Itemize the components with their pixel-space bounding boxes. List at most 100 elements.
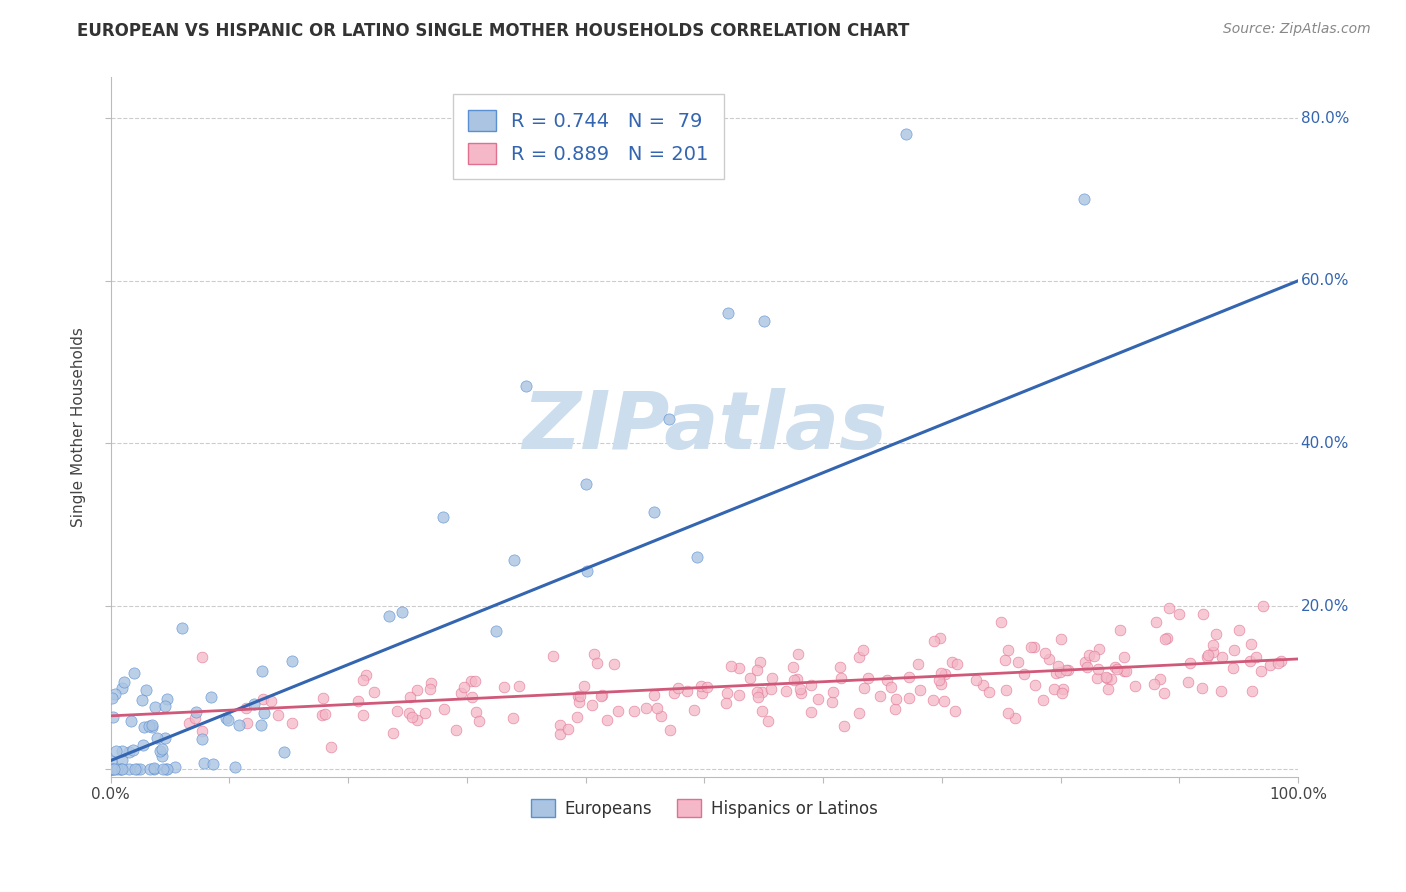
- Point: [1153, 686, 1175, 700]
- Point: [943, 705, 966, 719]
- Point: [215, 710, 238, 724]
- Point: [582, 648, 605, 662]
- Point: [800, 706, 823, 720]
- Text: 40.0%: 40.0%: [1301, 436, 1348, 451]
- Point: [1202, 638, 1225, 652]
- Point: [281, 654, 304, 668]
- Point: [728, 688, 751, 702]
- Point: [1201, 645, 1223, 659]
- Point: [235, 701, 257, 715]
- Point: [1049, 665, 1071, 679]
- Point: [1019, 640, 1042, 654]
- Point: [406, 682, 429, 697]
- Text: ZIPatlas: ZIPatlas: [522, 388, 887, 467]
- Point: [100, 754, 122, 768]
- Point: [832, 719, 855, 733]
- Point: [1083, 648, 1105, 663]
- Point: [314, 707, 336, 722]
- Point: [650, 709, 672, 723]
- Point: [1149, 672, 1171, 686]
- Point: [1267, 656, 1289, 670]
- Point: [1258, 658, 1281, 673]
- Point: [352, 707, 374, 722]
- Point: [111, 753, 134, 767]
- Point: [382, 726, 405, 740]
- Point: [352, 673, 374, 687]
- Point: [830, 671, 852, 685]
- Point: [567, 695, 589, 709]
- Point: [143, 762, 166, 776]
- Point: [1240, 637, 1263, 651]
- Point: [995, 683, 1018, 698]
- Point: [420, 676, 443, 690]
- Point: [756, 714, 779, 728]
- Point: [378, 608, 401, 623]
- Point: [391, 605, 413, 619]
- Point: [997, 642, 1019, 657]
- Point: [105, 762, 128, 776]
- Point: [139, 762, 162, 776]
- Text: Source: ZipAtlas.com: Source: ZipAtlas.com: [1223, 22, 1371, 37]
- Point: [1177, 674, 1199, 689]
- Point: [574, 477, 596, 491]
- Point: [110, 681, 132, 696]
- Point: [1239, 654, 1261, 668]
- Point: [356, 668, 378, 682]
- Point: [129, 762, 152, 776]
- Point: [682, 702, 704, 716]
- Point: [100, 762, 122, 776]
- Point: [249, 718, 271, 732]
- Point: [461, 690, 484, 704]
- Point: [910, 683, 932, 698]
- Point: [800, 678, 823, 692]
- Point: [515, 379, 537, 393]
- Point: [1007, 655, 1029, 669]
- Point: [714, 696, 737, 710]
- Point: [1074, 655, 1097, 669]
- Point: [977, 685, 1000, 699]
- Point: [852, 643, 875, 657]
- Point: [896, 128, 918, 142]
- Point: [1012, 667, 1035, 681]
- Point: [101, 710, 124, 724]
- Point: [1222, 661, 1244, 675]
- Point: [406, 713, 429, 727]
- Point: [607, 704, 630, 718]
- Point: [243, 697, 266, 711]
- Point: [138, 719, 160, 733]
- Point: [110, 762, 132, 776]
- Point: [1097, 681, 1119, 696]
- Y-axis label: Single Mother Households: Single Mother Households: [72, 327, 86, 527]
- Point: [312, 690, 335, 705]
- Point: [111, 744, 134, 758]
- Point: [1251, 599, 1274, 613]
- Point: [143, 700, 166, 714]
- Point: [1095, 671, 1118, 685]
- Point: [898, 691, 921, 706]
- Point: [236, 715, 259, 730]
- Point: [907, 657, 929, 671]
- Point: [945, 657, 967, 671]
- Point: [1077, 648, 1099, 663]
- Point: [1073, 193, 1095, 207]
- Point: [134, 720, 156, 734]
- Point: [1143, 677, 1166, 691]
- Point: [1104, 660, 1126, 674]
- Point: [432, 509, 454, 524]
- Point: [752, 314, 775, 328]
- Point: [747, 685, 769, 699]
- Point: [589, 689, 612, 703]
- Point: [790, 685, 813, 699]
- Point: [929, 677, 952, 691]
- Point: [217, 714, 239, 728]
- Point: [281, 716, 304, 731]
- Point: [155, 731, 177, 745]
- Point: [997, 706, 1019, 720]
- Point: [602, 657, 624, 672]
- Point: [460, 673, 482, 688]
- Point: [666, 681, 689, 695]
- Point: [1054, 663, 1077, 677]
- Point: [1095, 670, 1118, 684]
- Text: 20.0%: 20.0%: [1301, 599, 1348, 614]
- Point: [541, 648, 564, 663]
